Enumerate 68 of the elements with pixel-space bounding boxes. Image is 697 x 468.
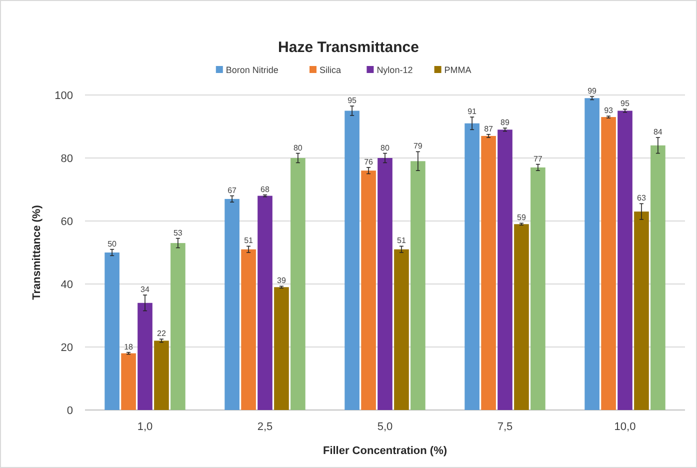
data-label: 89 bbox=[500, 118, 510, 128]
legend-label: Silica bbox=[320, 65, 342, 75]
bar bbox=[498, 130, 512, 410]
x-axis-title: Filler Concentration (%) bbox=[322, 445, 448, 457]
data-label: 67 bbox=[228, 186, 238, 195]
data-label: 18 bbox=[124, 342, 134, 352]
x-tick-label: 1,0 bbox=[137, 421, 153, 433]
data-label: 51 bbox=[244, 236, 254, 246]
data-label: 59 bbox=[517, 213, 526, 222]
legend-label: Boron Nitride bbox=[226, 65, 278, 75]
bar bbox=[481, 136, 496, 410]
data-label: 22 bbox=[157, 329, 166, 338]
data-label: 84 bbox=[653, 128, 663, 137]
bar bbox=[241, 249, 256, 410]
bar bbox=[258, 196, 272, 410]
data-label: 68 bbox=[260, 184, 270, 194]
data-label: 77 bbox=[533, 154, 543, 164]
data-label: 87 bbox=[484, 124, 494, 134]
data-label: 34 bbox=[140, 285, 150, 294]
x-tick-label: 10,0 bbox=[614, 421, 636, 433]
y-tick-label: 0 bbox=[66, 405, 73, 417]
bar bbox=[290, 158, 306, 410]
y-tick-label: 40 bbox=[60, 279, 73, 291]
bar bbox=[170, 243, 186, 410]
x-tick-label: 2,5 bbox=[257, 421, 273, 433]
bar bbox=[464, 123, 480, 410]
data-label: 50 bbox=[108, 239, 118, 248]
data-label: 95 bbox=[348, 96, 358, 106]
y-axis-title: Transmittance (%) bbox=[31, 204, 43, 300]
data-label: 95 bbox=[620, 99, 630, 108]
data-label: 79 bbox=[413, 142, 423, 151]
data-label: 76 bbox=[364, 157, 374, 166]
data-label: 80 bbox=[380, 143, 390, 152]
bar bbox=[274, 287, 289, 410]
legend-label: PMMA bbox=[444, 65, 472, 75]
data-label: 91 bbox=[468, 107, 478, 116]
bar bbox=[584, 98, 600, 410]
data-label: 80 bbox=[293, 143, 303, 152]
bar bbox=[104, 252, 120, 410]
x-tick-label: 5,0 bbox=[377, 421, 393, 433]
data-label: 93 bbox=[604, 106, 614, 116]
data-label: 63 bbox=[637, 194, 646, 203]
data-label: 99 bbox=[588, 86, 598, 96]
data-label: 39 bbox=[277, 276, 286, 286]
bar bbox=[154, 340, 169, 410]
bar bbox=[634, 212, 649, 410]
bar bbox=[530, 167, 546, 410]
bar bbox=[121, 353, 136, 410]
x-tick-label: 7,5 bbox=[497, 421, 513, 433]
y-tick-label: 80 bbox=[60, 153, 73, 165]
bar bbox=[601, 117, 616, 410]
y-tick-label: 100 bbox=[54, 90, 73, 102]
bar bbox=[650, 145, 666, 410]
bar bbox=[618, 110, 632, 410]
data-label: 51 bbox=[397, 236, 406, 246]
bar bbox=[514, 224, 529, 410]
chart-title: Haze Transmittance bbox=[278, 39, 419, 56]
bar bbox=[361, 170, 376, 410]
legend-label: Nylon-12 bbox=[376, 65, 413, 75]
bar bbox=[410, 161, 426, 410]
bar bbox=[224, 198, 240, 410]
bar bbox=[344, 110, 360, 410]
bar bbox=[378, 158, 392, 410]
bar bbox=[394, 249, 409, 410]
y-tick-label: 60 bbox=[60, 216, 73, 228]
y-tick-label: 20 bbox=[60, 342, 73, 354]
data-label: 53 bbox=[173, 228, 183, 238]
bar bbox=[138, 302, 152, 410]
